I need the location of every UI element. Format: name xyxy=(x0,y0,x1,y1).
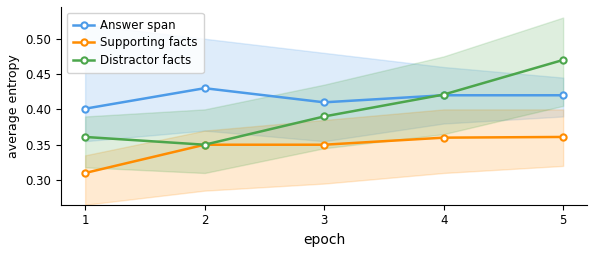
Supporting facts xyxy=(201,143,208,146)
Legend: Answer span, Supporting facts, Distractor facts: Answer span, Supporting facts, Distracto… xyxy=(67,13,204,73)
Line: Distractor facts: Distractor facts xyxy=(82,57,566,148)
Line: Supporting facts: Supporting facts xyxy=(82,134,566,176)
Distractor facts xyxy=(440,93,447,96)
Supporting facts xyxy=(440,136,447,139)
Distractor facts xyxy=(81,135,89,138)
Answer span xyxy=(201,87,208,90)
Supporting facts xyxy=(321,143,328,146)
Distractor facts xyxy=(560,58,567,61)
Distractor facts xyxy=(201,143,208,146)
Answer span xyxy=(560,94,567,97)
Line: Answer span: Answer span xyxy=(82,85,566,112)
Answer span xyxy=(440,94,447,97)
X-axis label: epoch: epoch xyxy=(303,233,345,247)
Supporting facts xyxy=(81,171,89,174)
Supporting facts xyxy=(560,135,567,138)
Y-axis label: average entropy: average entropy xyxy=(7,54,20,158)
Answer span xyxy=(321,101,328,104)
Answer span xyxy=(81,107,89,110)
Distractor facts xyxy=(321,115,328,118)
